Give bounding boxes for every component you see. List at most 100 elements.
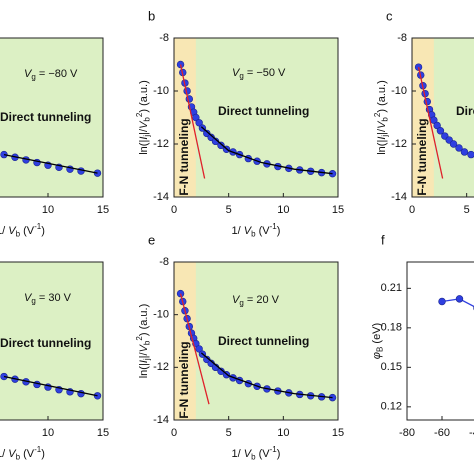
data-point bbox=[217, 141, 225, 150]
direct-tunneling-label: Direct tunneling bbox=[0, 110, 91, 124]
x-axis-label-part: b bbox=[251, 230, 256, 239]
data-point bbox=[433, 121, 441, 130]
x-axis-label-part: 1/ bbox=[0, 225, 8, 237]
x-axis-label-part: (V bbox=[256, 448, 271, 460]
gate-voltage-label-part: g bbox=[239, 72, 243, 81]
x-axis-label-part: -1 bbox=[34, 222, 42, 231]
plot-frame bbox=[0, 37, 104, 198]
gate-voltage-label: Vg = 30 V bbox=[24, 292, 72, 306]
gate-voltage-label-part: g bbox=[239, 299, 243, 308]
x-axis-label-part: b bbox=[251, 453, 256, 462]
y-tick-label: -12 bbox=[153, 361, 169, 373]
y-axis-label-part: φ bbox=[371, 352, 383, 359]
y-axis-label-part: V bbox=[138, 343, 150, 352]
plot-frame bbox=[0, 261, 104, 421]
x-tick-label: -60 bbox=[434, 427, 450, 439]
y-tick-label: 0.21 bbox=[381, 282, 402, 294]
x-axis-label-part: V bbox=[8, 225, 17, 237]
y-axis-label-part: 2 bbox=[135, 336, 144, 341]
x-axis-label-part: ) bbox=[277, 448, 281, 460]
x-axis-label-part: (V bbox=[20, 225, 35, 237]
gate-voltage-label-part: = 30 V bbox=[36, 292, 72, 304]
y-axis-label: ln(|Ij|/Vb2) (a.u.) bbox=[373, 80, 390, 155]
plot-frame bbox=[406, 261, 474, 421]
data-point bbox=[460, 148, 469, 156]
y-axis-label-part: b bbox=[143, 117, 152, 122]
panel-label: c bbox=[386, 8, 393, 23]
y-axis-label-part: j bbox=[143, 135, 152, 138]
gate-voltage-label-part: = 20 V bbox=[244, 294, 280, 306]
data-point bbox=[455, 295, 464, 303]
y-axis-label-part: I bbox=[376, 137, 388, 140]
x-axis-label: 1/ Vb (V-1) bbox=[0, 445, 45, 462]
y-axis-label-part: ln(| bbox=[138, 140, 150, 155]
fit-line bbox=[417, 67, 444, 179]
plot-background bbox=[407, 262, 474, 420]
data-point bbox=[195, 119, 203, 127]
fit-line bbox=[200, 126, 333, 175]
y-axis-label-part: b bbox=[143, 340, 152, 345]
fit-line bbox=[3, 153, 98, 174]
y-axis-label-part: j bbox=[143, 358, 152, 361]
gate-voltage-label: Vg = −50 V bbox=[232, 67, 286, 81]
data-point bbox=[436, 127, 445, 135]
x-tick-label: -40 bbox=[469, 427, 474, 439]
x-axis-label-part: b bbox=[16, 230, 21, 239]
x-axis-label-part: V bbox=[244, 225, 253, 237]
fn-tunneling-label: F-N tunneling bbox=[177, 341, 191, 418]
y-tick-label: -14 bbox=[391, 191, 407, 203]
x-axis-label-part: ) bbox=[41, 225, 45, 237]
panel-label: b bbox=[148, 8, 155, 23]
fn-region bbox=[174, 38, 196, 197]
fit-line bbox=[179, 64, 206, 179]
data-point bbox=[438, 297, 446, 306]
x-axis-label-part: b bbox=[16, 453, 21, 462]
x-axis-label: 1/ Vb (V-1) bbox=[232, 222, 281, 239]
y-axis-label-part: ln(| bbox=[138, 363, 150, 378]
y-tick-label: -14 bbox=[153, 191, 169, 203]
gate-voltage-label: Vg = −80 V bbox=[24, 68, 78, 82]
direct-tunneling-label: Direct tunneling bbox=[218, 104, 309, 118]
data-point bbox=[195, 345, 203, 353]
y-axis-label-part: |/ bbox=[376, 128, 388, 135]
x-axis-label: 1/ Vb (V-1) bbox=[232, 445, 281, 462]
data-point bbox=[192, 113, 200, 122]
x-tick-label: 15 bbox=[97, 204, 109, 216]
y-tick-label: -10 bbox=[153, 85, 169, 97]
fn-region bbox=[412, 38, 434, 197]
x-tick-label: -80 bbox=[399, 427, 415, 439]
y-axis-label: φB (eV) bbox=[371, 323, 385, 359]
y-axis-label-part: 2 bbox=[135, 112, 144, 117]
fit-line bbox=[3, 375, 98, 397]
y-axis-label-part: ) (a.u.) bbox=[376, 80, 388, 112]
y-axis-label-part: 2 bbox=[373, 112, 382, 117]
y-axis-label-part: |/ bbox=[138, 128, 150, 135]
x-axis-label-part: 1/ bbox=[232, 225, 244, 237]
x-tick-label: 15 bbox=[332, 427, 344, 439]
y-axis-label-part: (eV) bbox=[371, 323, 383, 347]
x-axis-label-part: V bbox=[8, 448, 17, 460]
x-axis-label-part: (V bbox=[20, 448, 35, 460]
data-point bbox=[77, 167, 85, 175]
y-axis-label-part: ) (a.u.) bbox=[138, 304, 150, 336]
y-tick-label: 0.18 bbox=[381, 322, 402, 334]
data-point bbox=[467, 150, 474, 159]
x-tick-label: 10 bbox=[42, 204, 54, 216]
gate-voltage-label-part: V bbox=[232, 67, 241, 79]
y-axis-label-part: V bbox=[376, 120, 388, 129]
y-tick-label: -8 bbox=[159, 256, 169, 268]
x-tick-label: 5 bbox=[226, 204, 232, 216]
y-axis-label-part: j bbox=[381, 135, 390, 138]
data-point bbox=[455, 144, 463, 152]
y-axis-label-part: ln(| bbox=[376, 140, 388, 155]
y-axis-label-part: ) (a.u.) bbox=[138, 80, 150, 112]
x-tick-label: 5 bbox=[226, 427, 232, 439]
panel-label: e bbox=[148, 232, 155, 247]
fit-line bbox=[200, 352, 333, 399]
gate-voltage-label-part: = −80 V bbox=[36, 68, 78, 80]
y-tick-label: -8 bbox=[397, 32, 407, 44]
direct-tunneling-label: Direct tunneling bbox=[0, 336, 91, 350]
direct-tunneling-label: Direct tunneling bbox=[218, 334, 309, 348]
fn-tunneling-label: F-N tunneling bbox=[415, 118, 429, 195]
x-tick-label: 15 bbox=[332, 204, 344, 216]
